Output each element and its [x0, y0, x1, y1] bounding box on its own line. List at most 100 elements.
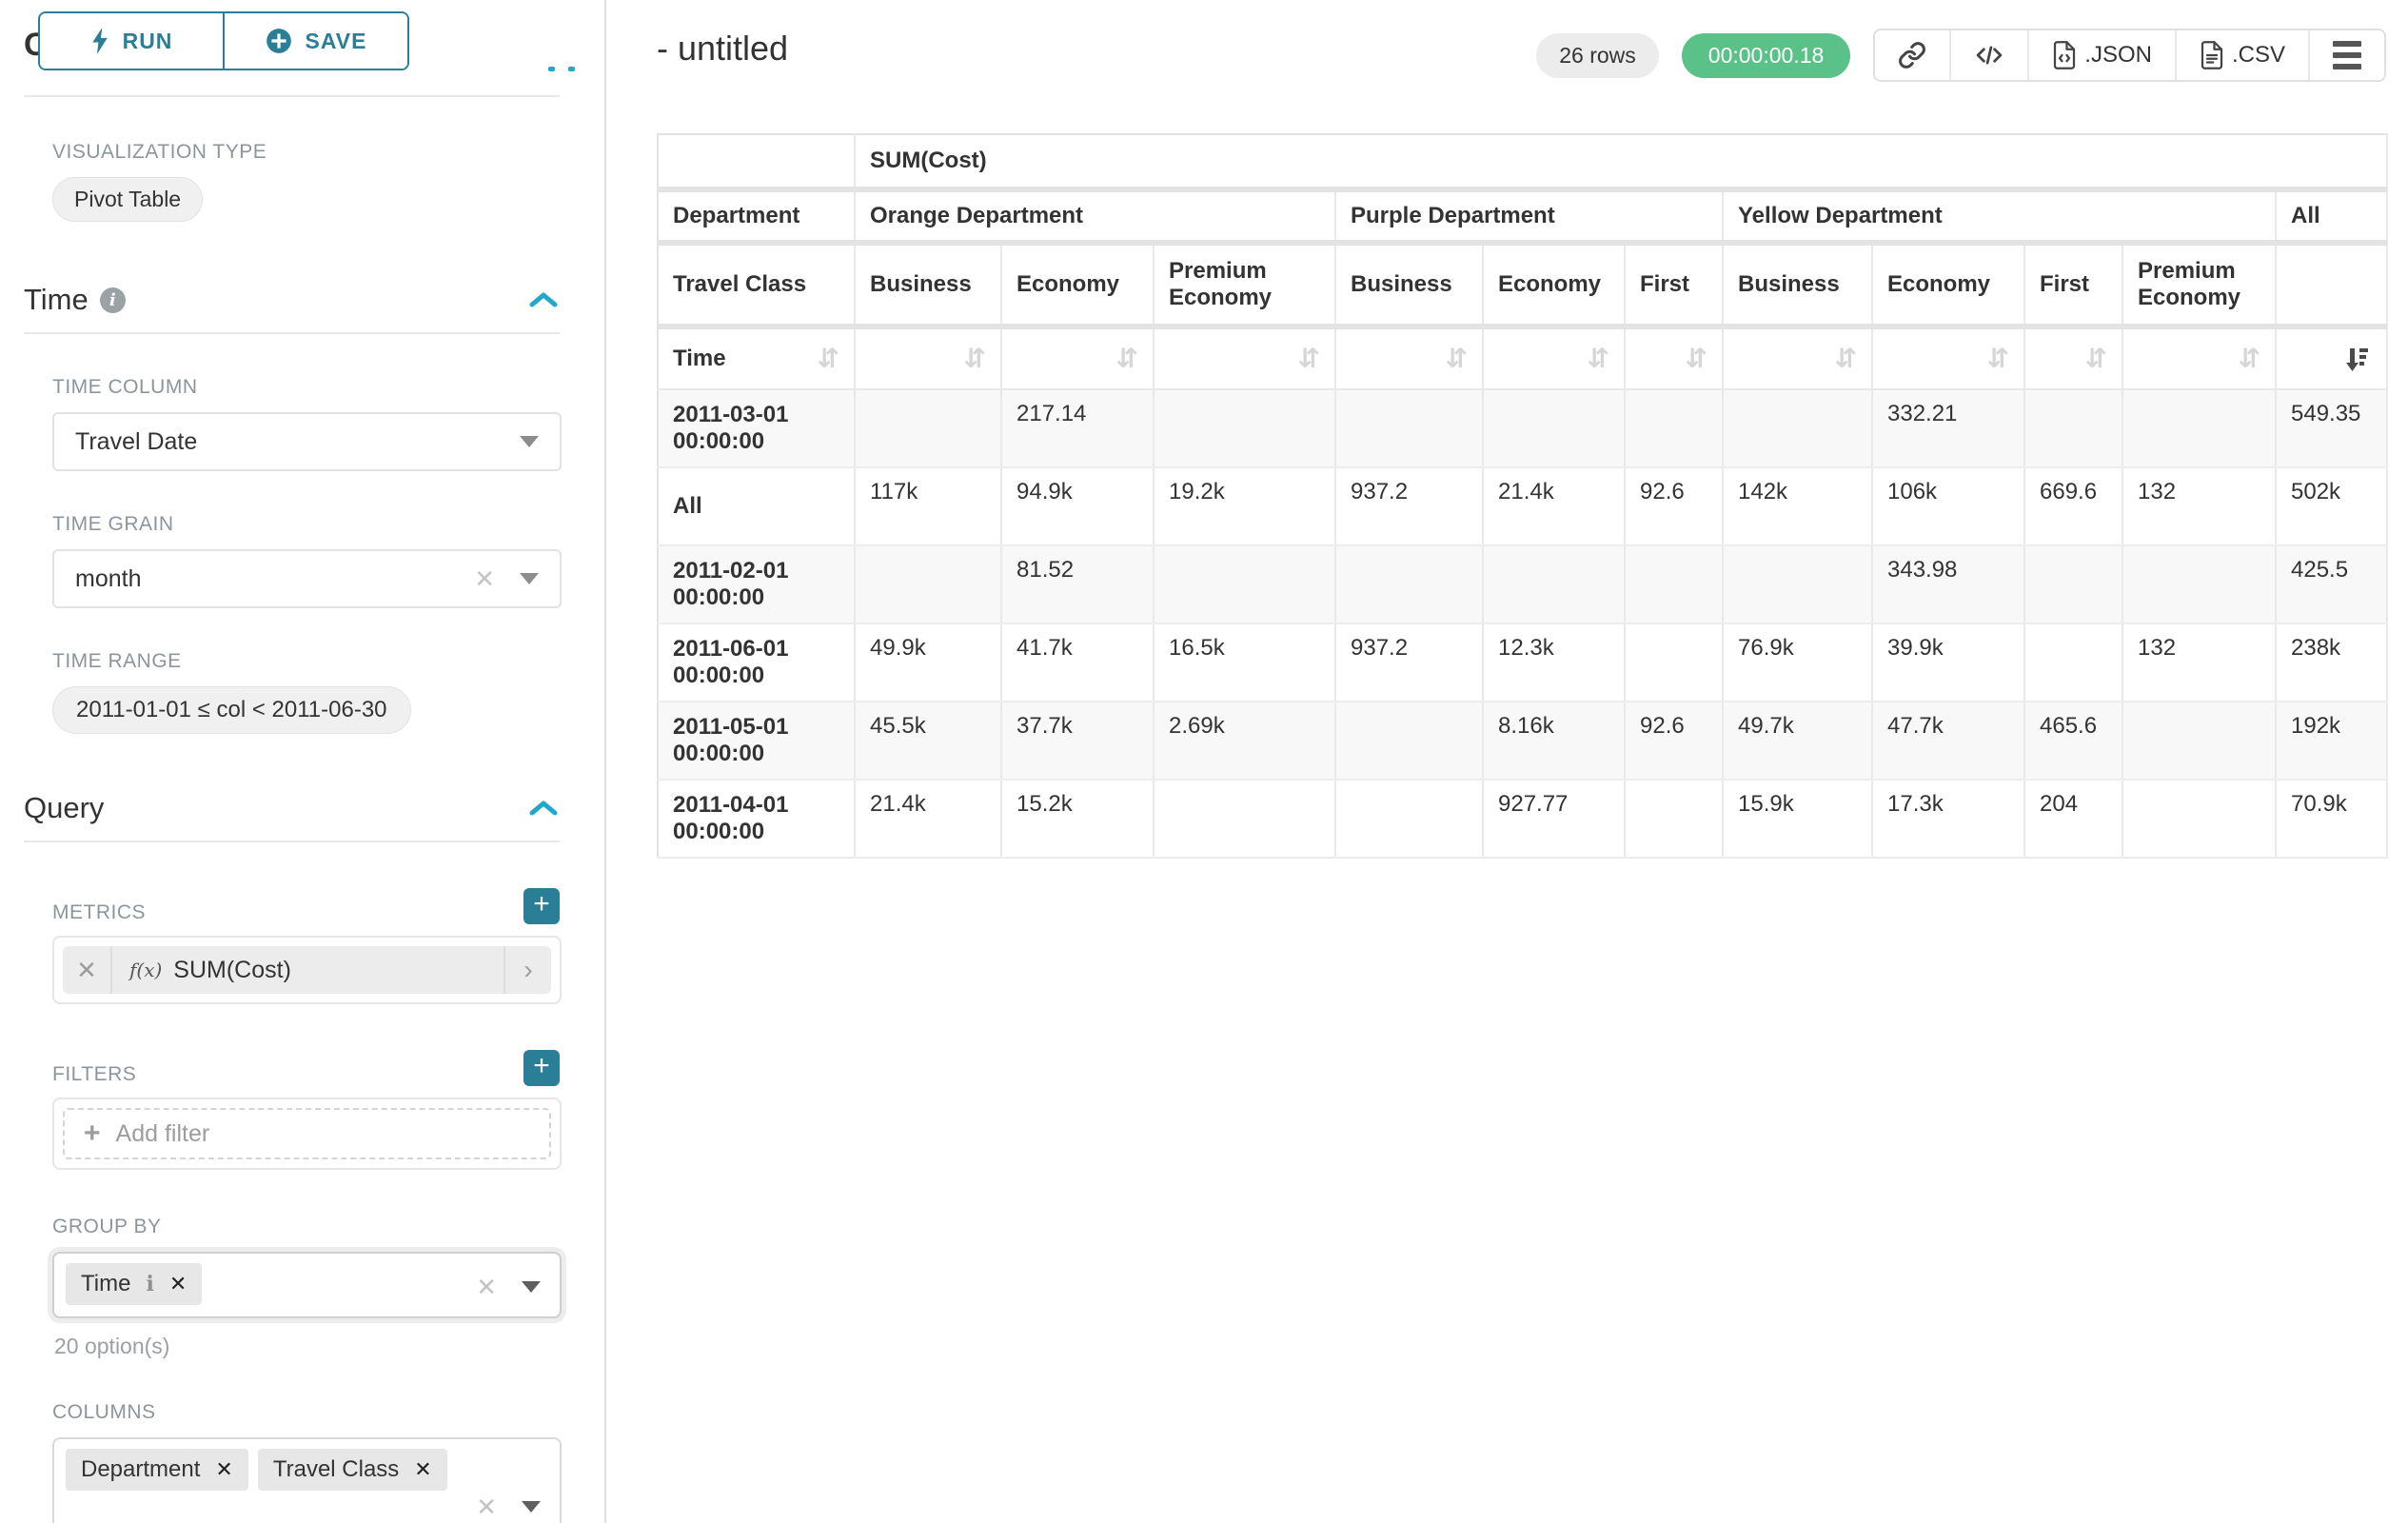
file-json-icon [2052, 41, 2077, 69]
pivot-sortable-header[interactable]: ⇵ [1001, 326, 1155, 390]
file-csv-icon [2200, 41, 2224, 69]
pivot-cell: 669.6 [2024, 467, 2123, 546]
visualization-type-pill[interactable]: Pivot Table [52, 177, 204, 222]
selected-option-tag[interactable]: Travel Class ✕ [257, 1449, 447, 1491]
visualization-type-label: VISUALIZATION TYPE [52, 141, 267, 163]
pivot-cell: 94.9k [1001, 467, 1155, 546]
add-filter-button[interactable]: + [523, 1050, 560, 1086]
sort-icon[interactable]: ⇵ [963, 343, 986, 374]
columns-label: COLUMNS [52, 1401, 156, 1423]
pivot-cell [2024, 623, 2123, 702]
sort-icon[interactable]: ⇵ [1587, 343, 1609, 374]
more-options-button[interactable] [2308, 30, 2384, 80]
pivot-row-header: 2011-06-01 00:00:00 [658, 623, 856, 702]
run-button[interactable]: RUN [40, 13, 223, 69]
filters-container: + Add filter [52, 1098, 562, 1170]
chart-title[interactable]: - untitled [657, 29, 789, 68]
panel-resize-handle[interactable] [548, 67, 575, 71]
pivot-cell [1723, 389, 1873, 468]
export-json-button[interactable]: .JSON [2027, 30, 2175, 80]
sort-icon[interactable]: ⇵ [2084, 343, 2107, 374]
sort-icon[interactable]: ⇵ [1115, 343, 1138, 374]
pivot-sortable-header[interactable]: ⇵ [855, 326, 1002, 390]
pivot-row-header: 2011-03-01 00:00:00 [658, 389, 856, 468]
pivot-sortable-header[interactable]: ⇵ [1625, 326, 1724, 390]
time-range-pill[interactable]: 2011-01-01 ≤ col < 2011-06-30 [52, 686, 411, 734]
pivot-cell: 17.3k [1872, 780, 2025, 859]
export-csv-button[interactable]: .CSV [2174, 30, 2308, 80]
pivot-sortable-header[interactable]: ⇵ [1872, 326, 2025, 390]
pivot-department-label: Department [658, 189, 856, 246]
pivot-travel-class-header: Business [855, 243, 1002, 329]
sort-icon[interactable]: ⇵ [1986, 343, 2009, 374]
metric-chip[interactable]: ✕ f(x) SUM(Cost) › [63, 946, 551, 994]
pivot-sortable-header[interactable] [2276, 326, 2388, 390]
clear-icon[interactable]: ✕ [474, 564, 495, 593]
selected-option-tag[interactable]: Department ✕ [66, 1449, 248, 1491]
add-metric-button[interactable]: + [523, 888, 560, 924]
plus-circle-icon [266, 28, 292, 54]
copy-link-button[interactable] [1875, 30, 1950, 80]
pivot-cell: 106k [1872, 467, 2025, 546]
pivot-travel-class-header [2276, 243, 2388, 329]
pivot-travel-class-header: Economy [1872, 243, 2025, 329]
time-column-select[interactable]: Travel Date [52, 412, 562, 471]
sort-icon[interactable]: ⇵ [817, 343, 839, 374]
chevron-down-icon [522, 1281, 541, 1293]
clear-icon[interactable]: ✕ [476, 1273, 497, 1301]
pivot-department-header: All [2276, 189, 2388, 246]
pivot-travel-class-header: Business [1723, 243, 1873, 329]
chevron-right-icon[interactable]: › [503, 946, 551, 994]
sort-icon[interactable]: ⇵ [1297, 343, 1320, 374]
sort-icon[interactable]: ⇵ [1834, 343, 1857, 374]
pivot-cell [2024, 545, 2123, 624]
remove-tag-icon[interactable]: ✕ [215, 1457, 233, 1481]
sort-icon[interactable]: ⇵ [2238, 343, 2260, 374]
pivot-data-row: 2011-06-01 00:00:00 49.9k 41.7k 16.5k 937.2 1… [658, 623, 2388, 702]
selected-option-tag[interactable]: Time i ✕ [66, 1263, 203, 1305]
time-range-label: TIME RANGE [52, 650, 182, 672]
time-section-header[interactable]: Time i [24, 283, 560, 317]
pivot-cell: 15.9k [1723, 780, 1873, 859]
time-column-label: TIME COLUMN [52, 376, 198, 398]
pivot-sortable-header[interactable]: ⇵ [1483, 326, 1626, 390]
add-filter-dropzone[interactable]: + Add filter [63, 1108, 551, 1159]
sort-icon[interactable]: ⇵ [1685, 343, 1707, 374]
pivot-cell: 39.9k [1872, 623, 2025, 702]
pivot-cell [1625, 623, 1724, 702]
pivot-cell [1625, 780, 1724, 859]
pivot-sortable-header[interactable]: ⇵ [1154, 326, 1336, 390]
pivot-sortable-header[interactable]: Time ⇵ [658, 326, 856, 390]
chevron-up-icon[interactable] [529, 800, 558, 817]
pivot-sortable-header[interactable]: ⇵ [1723, 326, 1873, 390]
sort-desc-icon[interactable] [2343, 345, 2372, 373]
pivot-sortable-header[interactable]: ⇵ [2024, 326, 2123, 390]
time-grain-select[interactable]: month ✕ [52, 549, 562, 608]
remove-metric-icon[interactable]: ✕ [63, 946, 112, 994]
pivot-data-row: 2011-03-01 00:00:00 217.14 332.21 549.35 [658, 389, 2388, 468]
pivot-sortable-header[interactable]: ⇵ [2122, 326, 2277, 390]
pivot-travel-class-header: Premium Economy [2122, 243, 2277, 329]
pivot-sortable-header[interactable]: ⇵ [1335, 326, 1484, 390]
query-section-title: Query [24, 791, 105, 824]
pivot-cell: 16.5k [1154, 623, 1336, 702]
chevron-up-icon[interactable] [529, 291, 558, 308]
query-section-header[interactable]: Query [24, 791, 560, 825]
pivot-cell: 217.14 [1001, 389, 1155, 468]
pivot-cell [2122, 389, 2277, 468]
pivot-cell: 132 [2122, 623, 2277, 702]
group-by-select[interactable]: Time i ✕ ✕ [52, 1252, 562, 1318]
function-icon: f(x) [129, 959, 163, 981]
clear-icon[interactable]: ✕ [476, 1493, 497, 1521]
pivot-cell: 8.16k [1483, 702, 1626, 781]
sort-icon[interactable]: ⇵ [1445, 343, 1468, 374]
embed-code-button[interactable] [1949, 30, 2028, 80]
remove-tag-icon[interactable]: ✕ [414, 1457, 432, 1481]
columns-select[interactable]: Department ✕ Travel Class ✕ ✕ [52, 1437, 562, 1523]
pivot-cell: 19.2k [1154, 467, 1336, 546]
remove-tag-icon[interactable]: ✕ [168, 1272, 188, 1296]
pivot-cell: 21.4k [1483, 467, 1626, 546]
save-button[interactable]: SAVE [223, 13, 407, 69]
time-column-value: Travel Date [75, 427, 198, 455]
